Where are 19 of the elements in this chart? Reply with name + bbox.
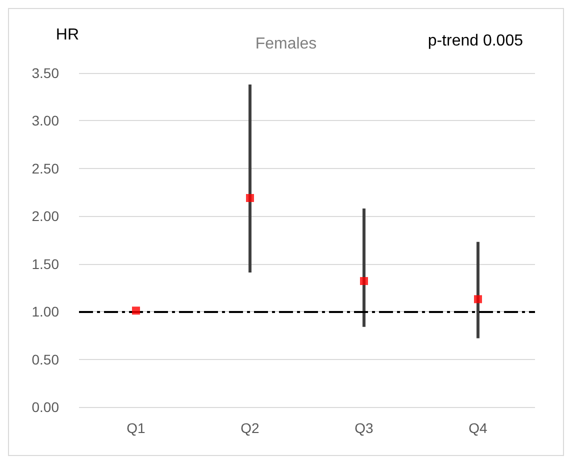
point [360,277,368,286]
x-tick-label: Q2 [240,420,260,436]
x-tick-label: Q4 [468,420,488,436]
y-axis-title: HR [56,26,79,44]
y-tick-label: 3.50 [32,65,60,81]
y-tick-label: 3.00 [32,112,60,129]
y-tick-label: 2.50 [32,160,60,176]
y-tick-label: 0.00 [32,399,60,415]
chart-title: Females [255,36,317,52]
x-tick-label: Q3 [354,420,374,436]
point [246,194,254,202]
y-tick-label: 0.50 [32,351,60,368]
y-tick-label: 1.50 [32,256,60,272]
point [132,306,140,315]
point [474,295,482,304]
y-tick-label: 2.00 [32,208,60,224]
y-tick-label: 1.00 [32,304,60,320]
x-tick-label: Q1 [126,420,146,436]
text: p-trend 0.005 [428,32,524,50]
